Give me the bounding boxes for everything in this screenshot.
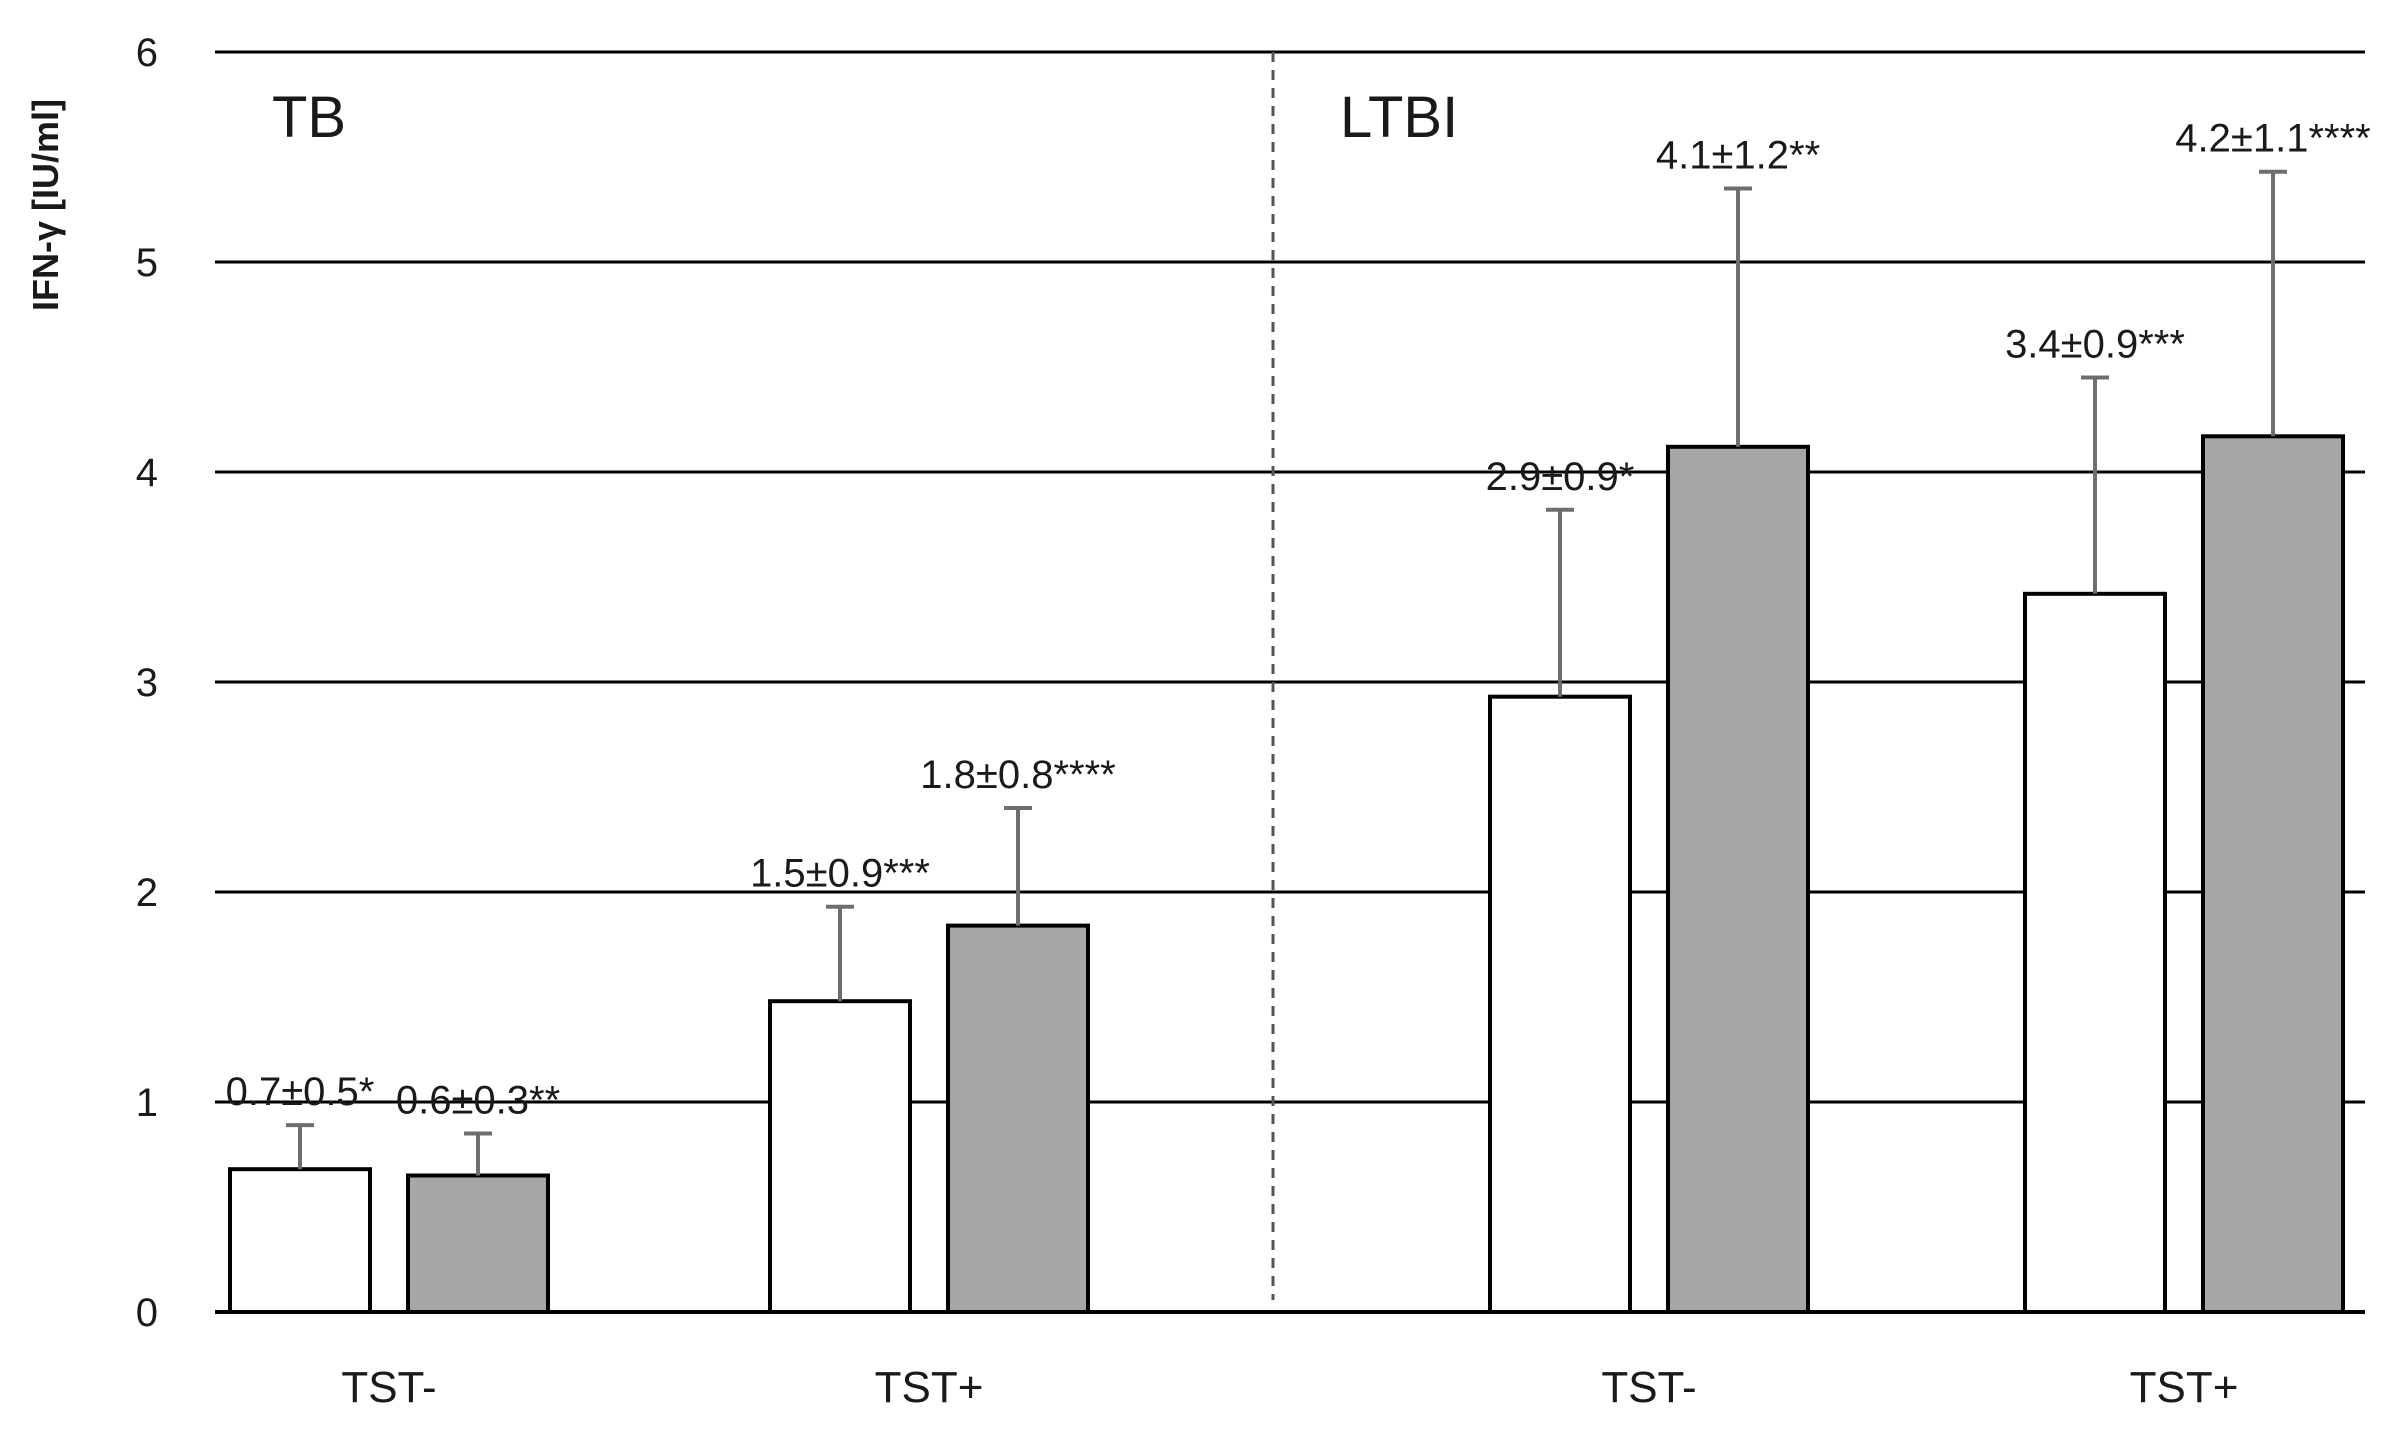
category-label: TST- bbox=[341, 1363, 436, 1412]
bar bbox=[768, 999, 912, 1314]
data-label: 2.9±0.9* bbox=[1486, 455, 1635, 499]
y-tick-label: 5 bbox=[136, 241, 158, 285]
data-label: 4.1±1.2** bbox=[1656, 134, 1820, 178]
y-tick-label: 6 bbox=[136, 31, 158, 75]
bar bbox=[946, 923, 1090, 1314]
data-label: 3.4±0.9*** bbox=[2005, 323, 2185, 367]
group-label: LTBI bbox=[1340, 85, 1458, 150]
bar bbox=[228, 1167, 372, 1314]
bar bbox=[406, 1173, 550, 1314]
category-label: TST+ bbox=[2130, 1363, 2239, 1412]
bar bbox=[2023, 591, 2167, 1314]
data-label: 0.7±0.5* bbox=[226, 1070, 375, 1114]
bar bbox=[1666, 444, 1810, 1314]
category-labels: TST- TST+ TST- TST+ bbox=[341, 1363, 2238, 1412]
data-label: 4.2±1.1**** bbox=[2175, 117, 2370, 161]
gridlines bbox=[215, 50, 2365, 1104]
bar bbox=[1488, 694, 1632, 1314]
category-label: TST+ bbox=[875, 1363, 984, 1412]
y-axis-title: IFN-γ [IU/ml] bbox=[25, 99, 66, 311]
data-label: 1.5±0.9*** bbox=[750, 852, 930, 896]
y-tick-label: 0 bbox=[136, 1291, 158, 1335]
y-tick-label: 1 bbox=[136, 1081, 158, 1125]
bars bbox=[228, 434, 2345, 1314]
group-label: TB bbox=[272, 85, 346, 150]
y-tick-label: 2 bbox=[136, 871, 158, 915]
data-labels: 0.7±0.5* 0.6±0.3** 1.5±0.9*** 1.8±0.8**** 2.… bbox=[226, 117, 2371, 1123]
group-labels: TB LTBI bbox=[272, 85, 1458, 150]
bar bbox=[2201, 434, 2345, 1314]
y-tick-label: 3 bbox=[136, 661, 158, 705]
data-label: 1.8±0.8**** bbox=[920, 753, 1115, 797]
y-tick-labels: 0 1 2 3 4 5 6 bbox=[136, 31, 158, 1335]
category-label: TST- bbox=[1601, 1363, 1696, 1412]
error-bars bbox=[286, 169, 2287, 1176]
data-label: 0.6±0.3** bbox=[396, 1079, 560, 1123]
y-tick-label: 4 bbox=[136, 451, 158, 495]
